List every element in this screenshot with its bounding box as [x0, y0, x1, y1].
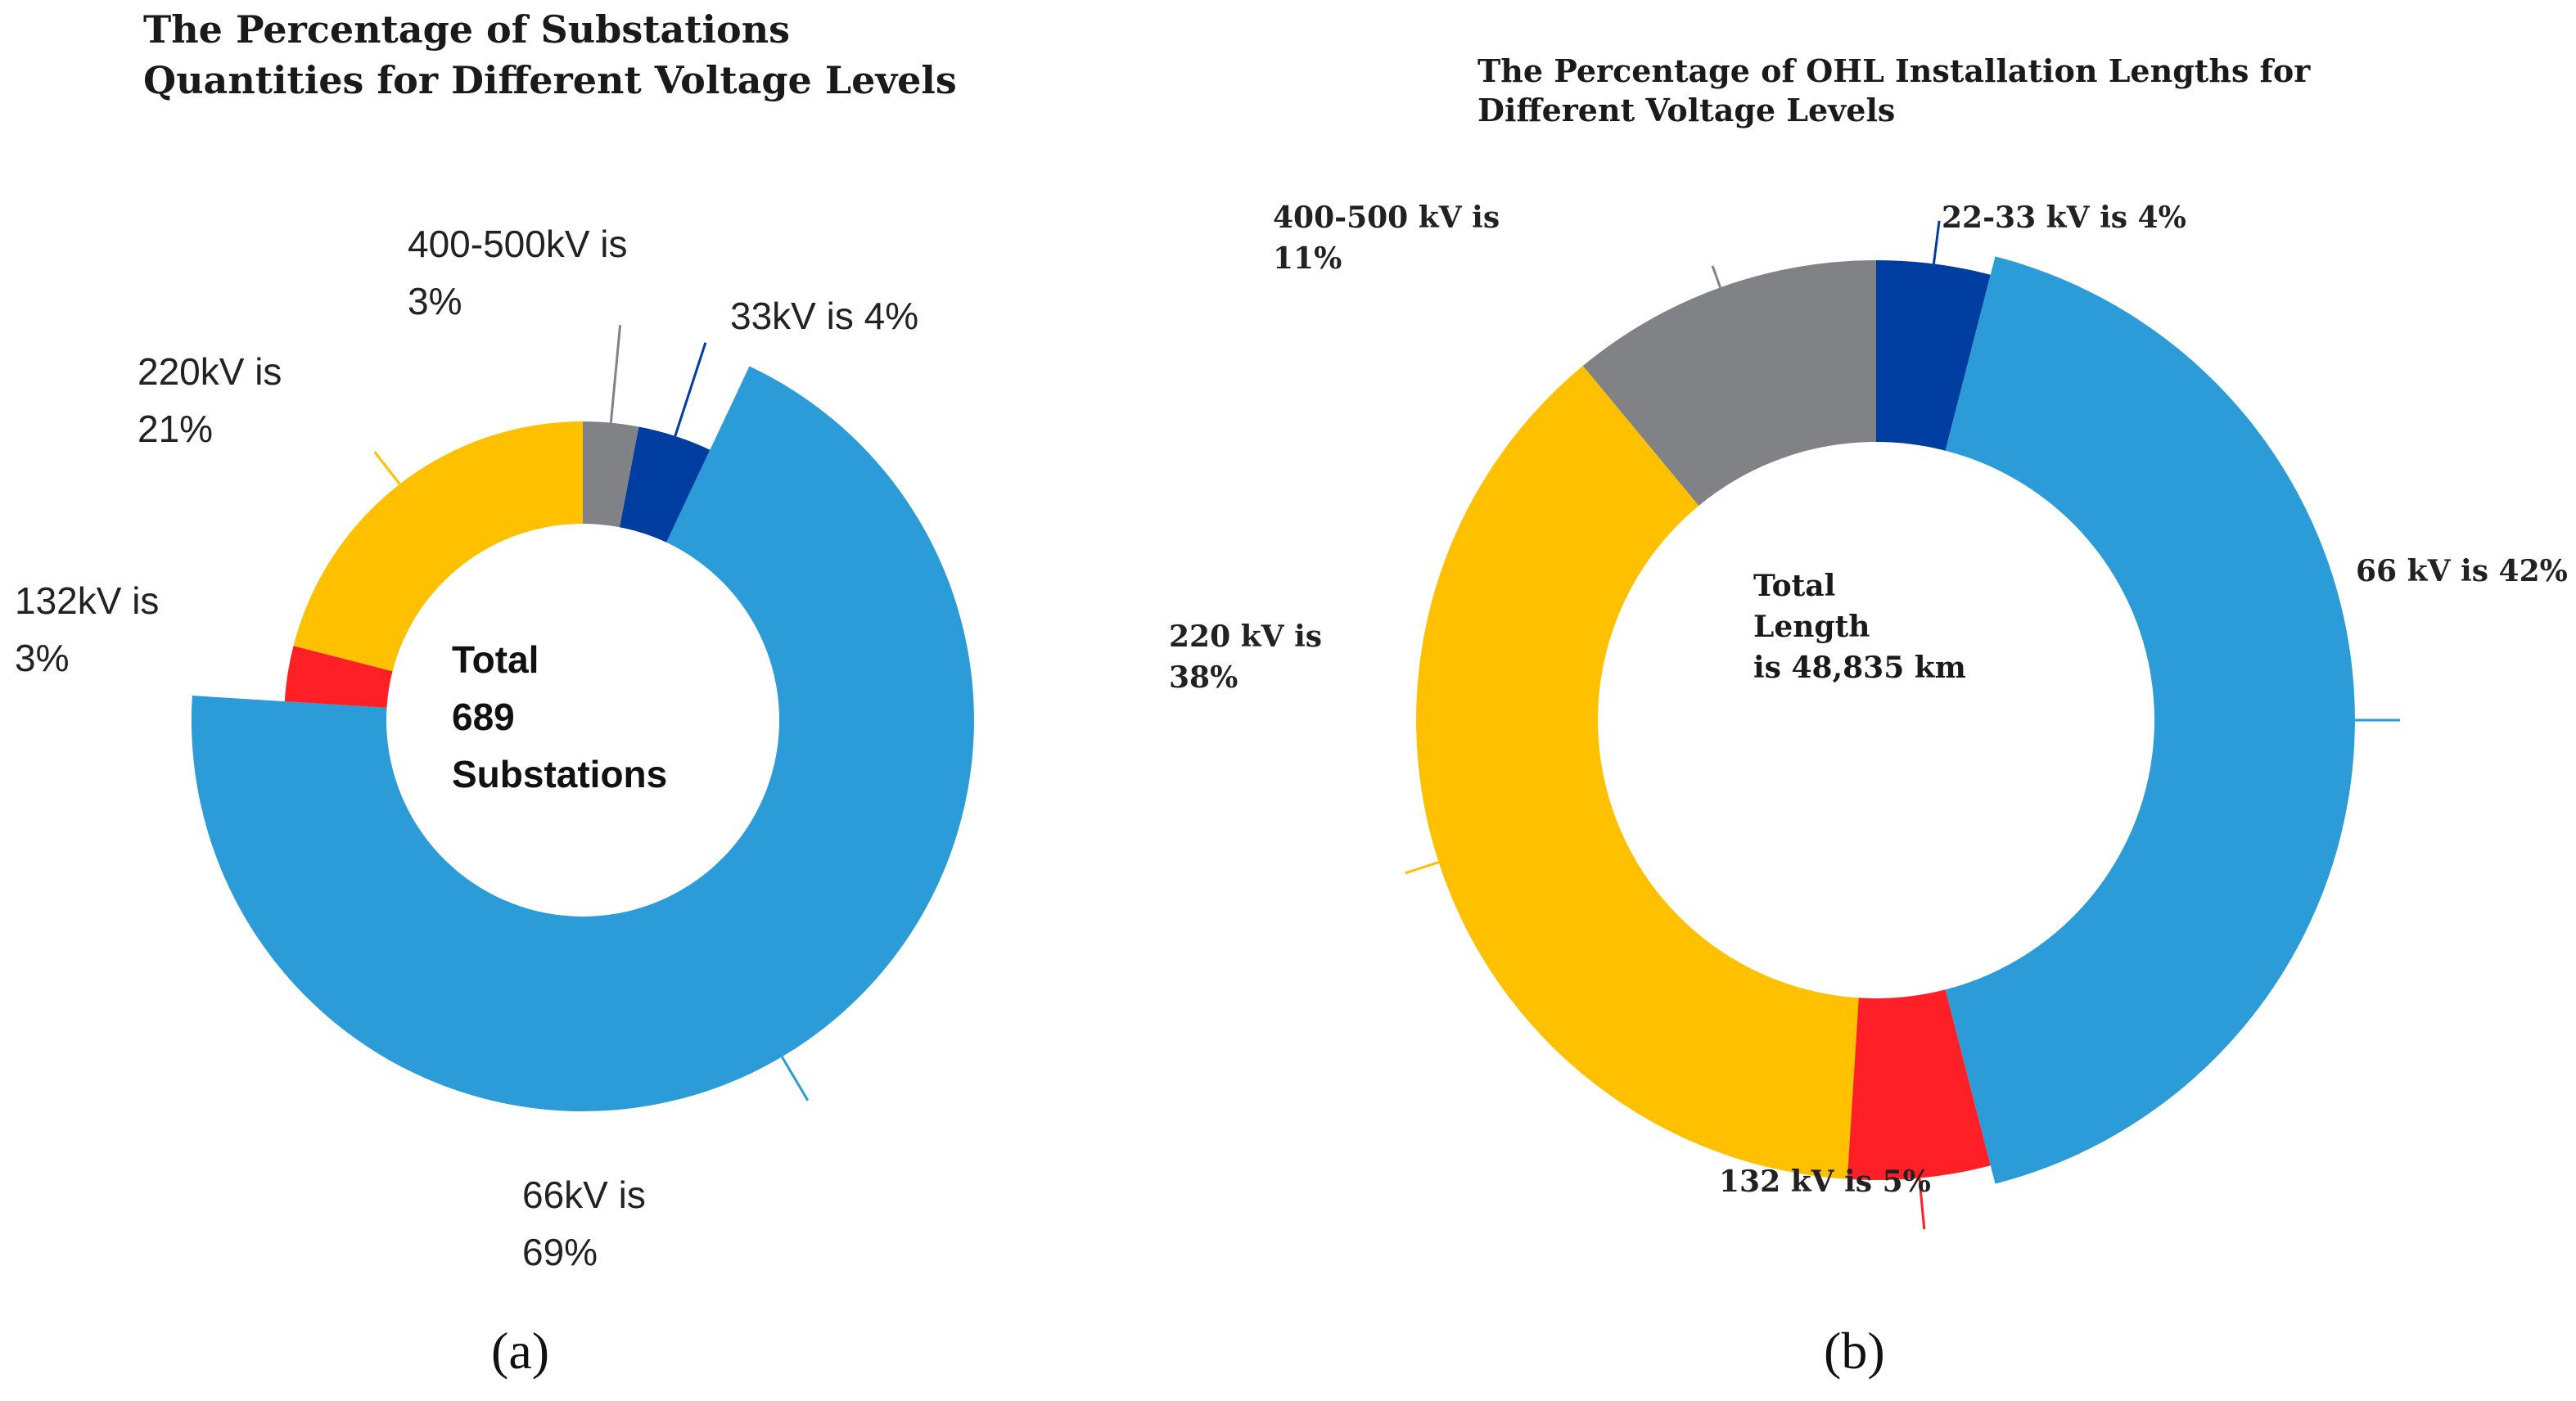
panel-b-slice-132-kv: [1847, 989, 1991, 1181]
panel-b-slice-400-500-kv: [1582, 260, 1876, 506]
panel-a-label-220kv-line-1: 220kV is: [138, 350, 282, 393]
panel-b-chart: The Percentage of OHL Installation Lengt…: [1169, 52, 2568, 1380]
panel-b-label-132-kv-line-1: 132 kV is 5%: [1719, 1164, 1931, 1199]
panel-a-leader-33kv: [674, 342, 707, 437]
panel-b-slice-22-33-kv: [1876, 260, 1991, 451]
panel-a-tag: (a): [491, 1322, 549, 1380]
panel-b-label-66-kv-line-1: 66 kV is 42%: [2356, 554, 2568, 588]
panel-b-center-length-value: is 48,835 km: [1753, 651, 1966, 685]
panel-a-center-total-value: 689: [452, 696, 515, 738]
panel-a-leader-66kv: [781, 1056, 810, 1101]
panel-b-slice-220-kv: [1416, 366, 1859, 1179]
panel-a-label-400-500kv-line-2: 3%: [408, 280, 462, 322]
panel-a-chart: The Percentage of Substations Quantities…: [15, 7, 974, 1380]
panel-a-label-132kv-line-1: 132kV is: [15, 579, 159, 622]
panel-b-title-line-2: Different Voltage Levels: [1477, 92, 1895, 128]
panel-a-label-220kv-line-2: 21%: [138, 408, 213, 450]
panel-b-label-22-33-kv-line-1: 22-33 kV is 4%: [1942, 200, 2186, 235]
panel-a-slice-132kv: [284, 646, 393, 708]
panel-a-label-132kv-line-2: 3%: [15, 637, 69, 679]
panel-a-slice-220kv: [293, 421, 583, 672]
panel-b-leader-220-kv: [1405, 861, 1439, 875]
panel-b-leader-400-500-kv: [1711, 265, 1722, 288]
panel-a-title-line-1: The Percentage of Substations: [143, 7, 790, 52]
panel-a-title-line-2: Quantities for Different Voltage Levels: [143, 58, 957, 102]
panel-a-center-total-label: Total: [452, 638, 539, 681]
panel-a-leader-220kv: [373, 451, 401, 485]
panel-a-slice-33kv: [620, 426, 711, 543]
panel-b-label-220-kv-line-2: 38%: [1169, 660, 1238, 695]
panel-a-leader-132kv: [340, 680, 381, 690]
panel-b-title-line-1: The Percentage of OHL Installation Lengt…: [1477, 52, 2311, 89]
panel-b-label-220-kv-line-1: 220 kV is: [1169, 619, 1322, 654]
panel-a-label-66kv-line-1: 66kV is: [522, 1174, 646, 1216]
panel-b-label-400-500-kv-line-2: 11%: [1273, 241, 1342, 276]
panel-a-leader-400-500kv: [609, 325, 622, 423]
panel-b-label-400-500-kv-line-1: 400-500 kV is: [1273, 200, 1500, 235]
panel-a-slice-400-500kv: [583, 421, 639, 528]
panel-b-tag: (b): [1824, 1322, 1885, 1380]
panel-a-center-total-unit: Substations: [452, 753, 667, 795]
panel-b-slice-66-kv: [1945, 256, 2355, 1184]
panel-a-label-33kv-line-1: 33kV is 4%: [730, 295, 918, 337]
panel-a-label-400-500kv-line-1: 400-500kV is: [408, 223, 628, 265]
panel-b-leader-132-kv: [1918, 1178, 1926, 1230]
panel-a-slice-66kv: [191, 366, 974, 1111]
panel-b-leader-22-33-kv: [1932, 220, 1941, 264]
panel-b-center-total-label: Total: [1753, 569, 1835, 603]
panel-b-center-length-label: Length: [1753, 610, 1870, 644]
panel-a-label-66kv-line-2: 69%: [522, 1231, 598, 1273]
